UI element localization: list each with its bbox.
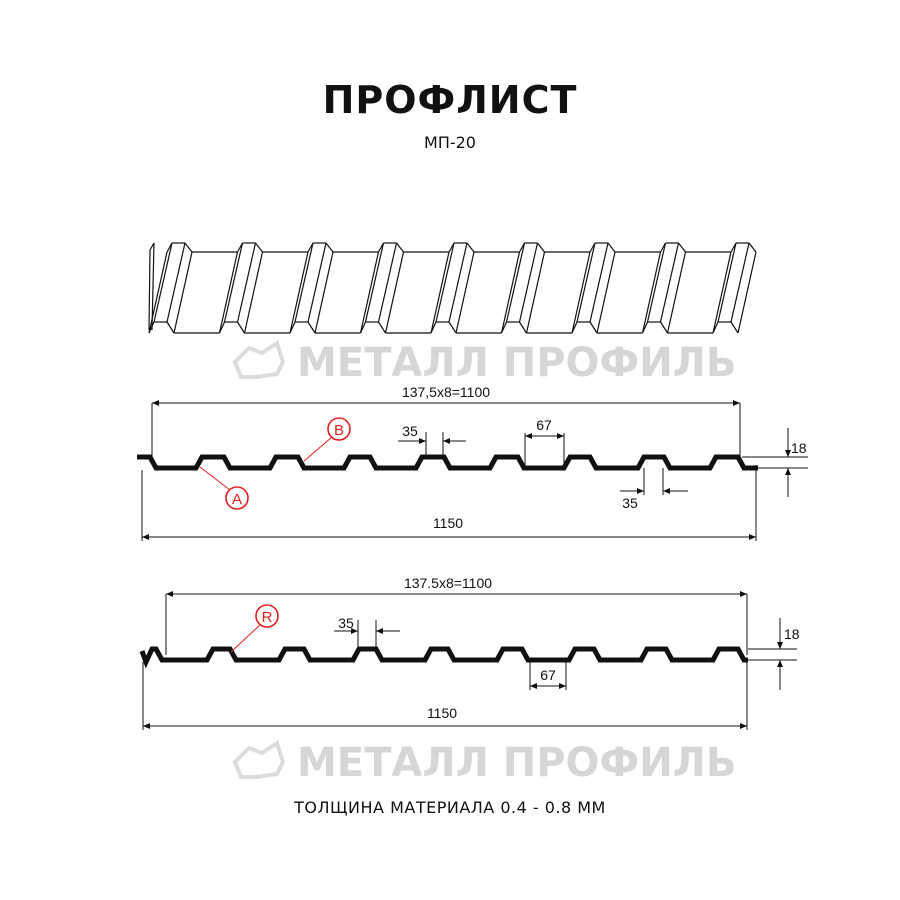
sheet-edge [184, 242, 193, 253]
sheet-edge [518, 321, 528, 334]
callout-b: B [303, 417, 351, 462]
sheet-edge [255, 242, 263, 253]
sheet-edge [730, 242, 750, 323]
sheet-edge [589, 321, 598, 334]
dim-label-height-b: 18 [784, 626, 800, 642]
watermark-1: МЕТАЛЛ ПРОФИЛЬ [232, 339, 736, 386]
sheet-edge [448, 321, 457, 334]
watermark-2: МЕТАЛЛ ПРОФИЛЬ [232, 739, 736, 786]
sheet-edge [505, 242, 526, 323]
sheet-edge [289, 321, 296, 334]
profile-a-line [137, 454, 758, 471]
sheet-edge [448, 242, 468, 323]
dim-label-valley-a: 67 [536, 417, 552, 433]
profile-b: 137.5x8=1100 1150 35 67 18 R [139, 575, 800, 730]
sheet-edge [218, 321, 226, 334]
watermark-text: МЕТАЛЛ ПРОФИЛЬ [297, 740, 736, 786]
profile-b-line [139, 646, 748, 669]
sheet-edge [641, 321, 649, 334]
sheet-edge [717, 242, 737, 323]
sheet-edge [307, 321, 316, 334]
sheet-edge [384, 251, 405, 334]
sheet-edge [466, 242, 475, 253]
sheet-edge [659, 321, 669, 334]
sheet-edge [166, 242, 186, 323]
sheet-edge [525, 251, 546, 334]
sheet-edge [576, 242, 596, 323]
sheet-edge [641, 251, 662, 334]
watermark-text: МЕТАЛЛ ПРОФИЛЬ [297, 340, 736, 386]
sheet-edge [218, 251, 239, 334]
dim-label-rib-bottom-a: 35 [622, 495, 638, 511]
sheet-edge [646, 242, 667, 323]
callout-label-b: B [334, 422, 344, 439]
sheet-edge [666, 251, 687, 334]
sheet-edge [364, 242, 385, 323]
sheet-edge [359, 251, 380, 334]
sheet-edge [518, 242, 539, 323]
dim-label-rib-top-a: 35 [402, 423, 418, 439]
sheet-edge [166, 321, 175, 334]
sheet-edge [294, 242, 314, 323]
sheet-edge [596, 251, 616, 334]
sheet-edge [243, 251, 264, 334]
callout-label-a: A [232, 491, 242, 508]
callout-a: A [199, 466, 249, 510]
sheet-edge [359, 321, 367, 334]
sheet-edge [153, 242, 173, 323]
sheet-edge [730, 321, 739, 334]
sheet-edge [236, 321, 246, 334]
watermark-logo-icon [232, 339, 286, 379]
sheet-edge [571, 251, 591, 334]
material-thickness-note: ТОЛЩИНА МАТЕРИАЛА 0.4 - 0.8 ММ [294, 798, 606, 817]
sheet-edge [712, 321, 719, 334]
callout-r: R [230, 604, 279, 653]
sheet-edge [737, 251, 757, 334]
sheet-edge [151, 242, 155, 331]
callout-label-r: R [262, 609, 273, 626]
sheet-edge [377, 321, 387, 334]
page-title: ПРОФЛИСТ [322, 78, 578, 122]
sheet-3d-view [148, 242, 757, 334]
sheet-edge [500, 251, 521, 334]
sheet-edge [748, 242, 757, 253]
sheet-edge [607, 242, 616, 253]
sheet-edge [314, 251, 334, 334]
sheet-edge [455, 251, 475, 334]
page-subtitle: МП-20 [424, 133, 476, 152]
dim-label-1100-b: 137.5x8=1100 [404, 575, 492, 591]
sheet-edge [500, 321, 508, 334]
sheet-edge [589, 242, 609, 323]
dim-label-1100-a: 137,5x8=1100 [402, 384, 490, 400]
sheet-edge [149, 242, 155, 251]
sheet-edge [325, 242, 334, 253]
dim-label-rib-top-b: 35 [338, 615, 354, 631]
sheet-edge [430, 251, 450, 334]
dim-label-1150-a: 1150 [433, 515, 463, 531]
sheet-edge [659, 242, 680, 323]
sheet-edge [236, 242, 257, 323]
sheet-edge [537, 242, 545, 253]
dim-label-1150-b: 1150 [427, 705, 457, 721]
sheet-edge [173, 251, 193, 334]
sheet-edge [435, 242, 455, 323]
watermark-logo-icon [232, 739, 286, 779]
dim-label-valley-b: 67 [540, 667, 556, 683]
sheet-edge [571, 321, 578, 334]
sheet-edge [289, 251, 309, 334]
dim-label-height-a: 18 [791, 440, 807, 456]
profile-a: 137,5x8=1100 1150 35 67 35 18 A B [137, 384, 808, 541]
sheet-edge [678, 242, 686, 253]
sheet-edge [430, 321, 437, 334]
sheet-edge [712, 251, 732, 334]
sheet-edge [377, 242, 398, 323]
sheet-edge [148, 249, 151, 331]
sheet-edge [396, 242, 404, 253]
sheet-edge [223, 242, 244, 323]
sheet-edge [307, 242, 327, 323]
